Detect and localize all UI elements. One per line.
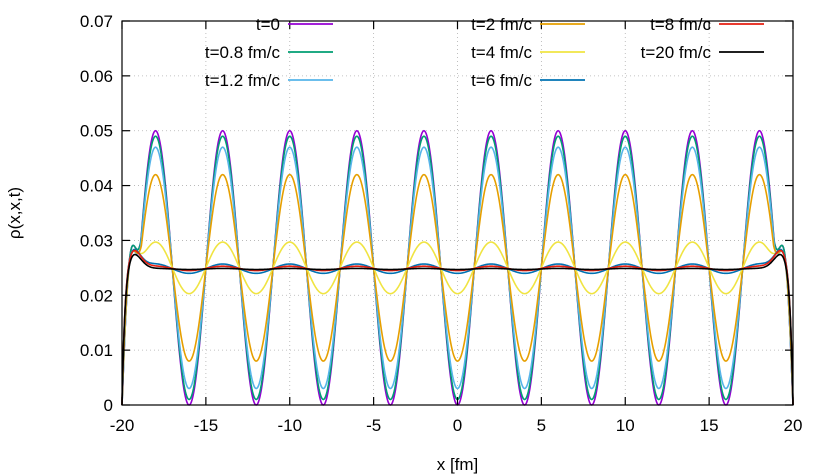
legend-label: t=8 fm/c (650, 15, 711, 34)
x-tick-label: 15 (700, 416, 719, 435)
series-group (121, 129, 794, 406)
legend-label: t=6 fm/c (471, 71, 532, 90)
grid (122, 21, 793, 405)
legend: t=0 t=0.8 fm/c t=1.2 fm/c t=2 fm/c t=4 fm/c t… (205, 15, 764, 90)
series-line-7 (121, 253, 794, 406)
legend-label: t=1.2 fm/c (205, 71, 281, 90)
series-line-5 (121, 248, 794, 406)
y-tick-label: 0.03 (80, 231, 113, 250)
x-tick-label: -20 (110, 416, 135, 435)
tick-labels: -20 -15 -10 -5 0 5 10 15 20 0 0.01 0.02 0.03 0.04 0.05… (80, 12, 803, 435)
y-tick-label: 0.04 (80, 177, 113, 196)
y-tick-label: 0.07 (80, 12, 113, 31)
ticks (121, 20, 794, 406)
y-axis-label: ρ(x,x,t) (5, 187, 24, 239)
x-tick-label: -10 (277, 416, 302, 435)
y-tick-label: 0.06 (80, 67, 113, 86)
x-tick-label: -15 (194, 416, 219, 435)
x-tick-label: -5 (366, 416, 381, 435)
x-tick-label: 0 (453, 416, 462, 435)
series-line-6 (121, 249, 794, 406)
legend-label: t=2 fm/c (471, 15, 532, 34)
y-tick-label: 0 (104, 396, 113, 415)
y-tick-label: 0.05 (80, 122, 113, 141)
x-tick-label: 10 (616, 416, 635, 435)
y-tick-label: 0.01 (80, 341, 113, 360)
legend-label: t=0 (256, 15, 280, 34)
x-axis-label: x [fm] (437, 455, 479, 474)
legend-label: t=20 fm/c (641, 43, 712, 62)
y-tick-label: 0.02 (80, 286, 113, 305)
series-line-2 (121, 146, 794, 406)
x-tick-label: 20 (784, 416, 803, 435)
series-line-3 (121, 173, 794, 406)
x-tick-label: 5 (537, 416, 546, 435)
legend-label: t=0.8 fm/c (205, 43, 281, 62)
series-line-4 (121, 241, 794, 406)
legend-label: t=4 fm/c (471, 43, 532, 62)
